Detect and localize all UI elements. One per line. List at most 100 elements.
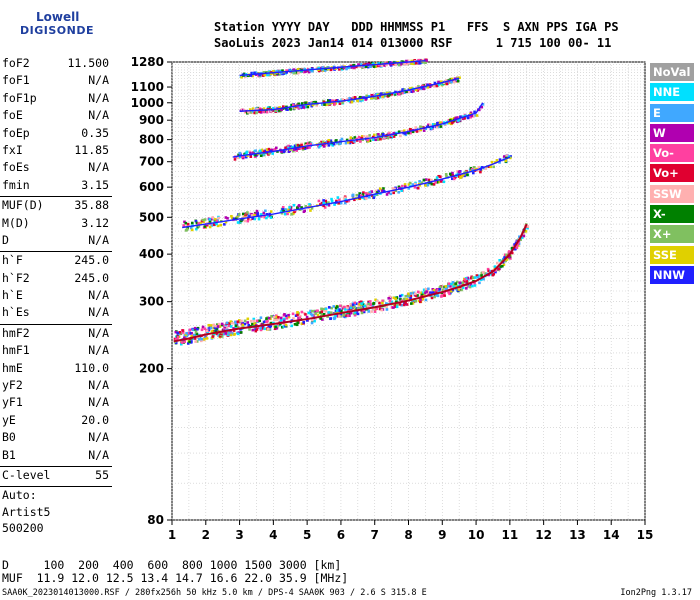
echo-point [324,199,328,203]
echo-point [327,201,330,204]
param-value: 245.0 [74,253,109,268]
echo-point [182,224,185,227]
echo-point [372,302,375,306]
echo-point [473,284,477,287]
echo-point [432,85,436,88]
y-tick-label: 600 [139,180,164,194]
echo-point [236,221,240,224]
echo-point [292,149,295,153]
echo-point [251,216,255,220]
echo-point [335,309,339,312]
echo-point [271,152,274,155]
echo-point [254,329,258,333]
echo-point [512,244,516,248]
echo-point [385,63,388,67]
echo-point [327,306,331,309]
echo-point [308,102,312,105]
echo-point [227,321,231,325]
echo-point [392,306,395,309]
echo-point [385,193,389,196]
y-tick-label: 1100 [131,80,164,94]
echo-point [408,87,412,90]
echo-point [251,328,255,332]
echo-point [505,258,509,261]
echo-point [297,102,300,106]
echo-point [273,318,276,322]
echo-point [377,62,380,65]
echo-point [399,294,402,298]
echo-point [194,340,197,343]
echo-point [360,309,364,313]
echo-point [353,312,356,315]
echo-point [317,66,321,70]
echo-point [274,146,278,150]
echo-point [403,132,407,135]
echo-point [505,154,508,158]
echo-point [257,217,261,221]
param-row: C-level 55 [0,468,112,485]
echo-point [251,322,254,326]
echo-point [233,332,236,336]
echo-point [211,216,215,219]
echo-point [435,181,439,184]
echo-point [266,319,269,323]
echo-point [409,127,412,131]
echo-point [417,58,421,62]
echo-point [510,251,514,255]
echo-point [236,332,240,336]
echo-point [450,80,453,84]
param-name: h`E [2,288,23,303]
echo-point [266,327,270,331]
echo-point [311,309,314,313]
echo-point [201,325,205,329]
param-row: foEs N/A [0,160,112,177]
echo-point [452,177,456,181]
echo-point [362,191,365,194]
echo-point [305,319,309,322]
echo-point [502,155,506,158]
echo-point [346,314,350,317]
echo-point [427,287,430,291]
echo-point [249,151,252,155]
echo-point [289,108,292,111]
echo-point [258,319,262,323]
echo-point [219,223,223,227]
echo-point [419,291,423,295]
param-value: 0.35 [81,125,109,140]
echo-point [354,302,358,306]
echo-point [327,100,330,103]
echo-point [454,117,457,120]
echo-point [433,295,436,299]
echo-point [327,139,331,142]
echo-point [296,311,300,314]
echo-point [348,97,351,100]
echo-point [344,308,347,311]
echo-point [478,281,481,285]
echo-point [322,307,325,311]
echo-point [353,313,357,317]
param-row: M(D) 3.12 [0,216,112,233]
echo-point [442,180,446,184]
echo-point [455,78,459,82]
panel-divider [0,196,112,198]
echo-point [356,99,359,103]
echo-point [329,68,333,72]
param-row: fmin 3.15 [0,178,112,195]
echo-point [501,264,504,268]
echo-point [343,201,347,205]
echo-point [209,326,213,330]
echo-point [269,210,273,213]
echo-point [242,72,246,76]
echo-point [215,222,218,226]
echo-point [251,74,254,78]
echo-point [453,80,456,84]
echo-point [323,69,327,72]
echo-point [465,287,468,290]
param-row: foE N/A [0,108,112,125]
echo-point [296,313,299,317]
param-row: MUF(D) 35.88 [0,198,112,215]
distance-row: D 100 200 400 600 800 1000 1500 3000 [km… [2,558,342,572]
y-tick-label: 1000 [131,96,164,110]
echo-point [435,176,439,179]
echo-point [431,123,435,126]
